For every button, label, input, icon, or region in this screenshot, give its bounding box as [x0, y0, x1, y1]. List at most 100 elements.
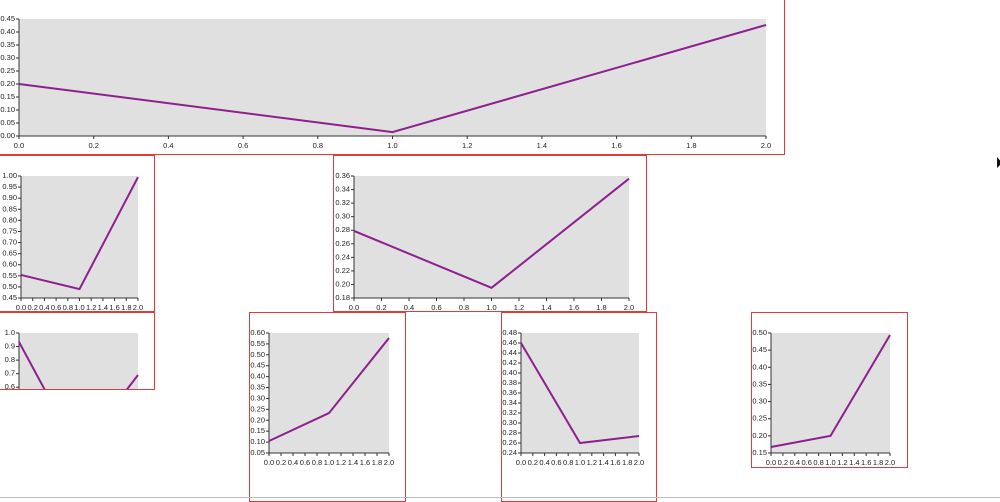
x-tick-label: 1.4 — [541, 303, 551, 312]
y-tick-label: 0.85 — [2, 204, 17, 213]
y-tick-label: 0.75 — [2, 226, 17, 235]
y-tick-label: 0.35 — [0, 40, 15, 49]
y-tick-label: 0.20 — [335, 279, 350, 288]
x-tick-label: 0.2 — [778, 458, 788, 467]
y-tick-label: 0.26 — [502, 438, 517, 447]
x-tick-label: 1.0 — [74, 303, 84, 312]
x-tick-label: 0.6 — [238, 141, 248, 150]
x-tick-label: 1.6 — [611, 141, 621, 150]
y-tick-label: 0.25 — [0, 66, 15, 75]
y-tick-label: 0.35 — [250, 383, 265, 392]
x-tick-label: 0.2 — [27, 303, 37, 312]
y-tick-label: 0.55 — [2, 271, 17, 280]
y-tick-label: 0.46 — [502, 338, 517, 347]
plot-background — [19, 333, 138, 389]
x-tick-label: 1.2 — [514, 303, 524, 312]
x-tick-label: 1.6 — [109, 303, 119, 312]
x-tick-label: 0.0 — [349, 303, 359, 312]
y-tick-label: 0.15 — [0, 92, 15, 101]
y-tick-label: 0.32 — [335, 198, 350, 207]
x-tick-label: 0.8 — [313, 141, 323, 150]
x-tick-label: 0.6 — [300, 458, 310, 467]
x-tick-label: 1.2 — [462, 141, 472, 150]
x-tick-label: 0.8 — [563, 458, 573, 467]
y-tick-label: 0.34 — [502, 398, 517, 407]
cursor — [997, 157, 1000, 168]
y-tick-label: 0.7 — [5, 369, 15, 378]
x-tick-label: 0.0 — [14, 141, 24, 150]
x-tick-label: 1.6 — [360, 458, 370, 467]
y-tick-label: 0.24 — [335, 252, 350, 261]
chart-panel: 0.18 0.20 0.22 0.24 0.26 0.28 0.30 0.32 0.34 0.36… — [333, 155, 647, 312]
y-tick-label: 0.05 — [250, 448, 265, 457]
y-tick-label: 0.45 — [752, 345, 767, 354]
y-tick-label: 0.25 — [250, 404, 265, 413]
x-tick-label: 0.4 — [163, 141, 173, 150]
x-tick-label: 1.2 — [587, 458, 597, 467]
y-tick-label: 1.0 — [5, 328, 15, 337]
y-tick-label: 0.40 — [752, 362, 767, 371]
x-tick-label: 0.6 — [551, 458, 561, 467]
chart-panel: 0.00 0.05 0.10 0.15 0.20 0.25 0.30 0.35 0.40 0.45… — [0, 0, 785, 155]
plot-background — [21, 176, 138, 298]
x-tick-label: 1.8 — [372, 458, 382, 467]
chart-panel: 0.05 0.10 0.15 0.20 0.25 0.300.35 0.40 0.45 0.50… — [249, 312, 406, 502]
x-tick-label: 2.0 — [634, 458, 644, 467]
plot-background — [521, 333, 639, 453]
y-tick-label: 0.22 — [335, 266, 350, 275]
y-tick-label: 0.20 — [752, 431, 767, 440]
y-tick-label: 0.35 — [752, 379, 767, 388]
y-tick-label: 0.50 — [250, 350, 265, 359]
y-tick-label: 0.10 — [250, 437, 265, 446]
x-tick-label: 1.0 — [825, 458, 835, 467]
y-tick-label: 0.40 — [250, 372, 265, 381]
x-tick-label: 0.2 — [276, 458, 286, 467]
chart-panel: 0.240.260.280.300.320.340.360.380.400.42… — [501, 312, 657, 502]
x-tick-label: 1.4 — [348, 458, 358, 467]
x-tick-label: 1.2 — [86, 303, 96, 312]
y-tick-label: 0.65 — [2, 249, 17, 258]
x-tick-label: 0.6 — [51, 303, 61, 312]
x-tick-label: 1.2 — [837, 458, 847, 467]
y-tick-label: 0.34 — [335, 185, 350, 194]
plot-background — [19, 19, 766, 136]
plot-background — [771, 333, 890, 453]
x-tick-label: 0.8 — [312, 458, 322, 467]
y-tick-label: 0.00 — [0, 131, 15, 140]
x-tick-label: 0.4 — [288, 458, 298, 467]
y-tick-label: 0.30 — [502, 418, 517, 427]
y-tick-label: 0.42 — [502, 358, 517, 367]
x-tick-label: 1.8 — [121, 303, 131, 312]
x-tick-label: 0.8 — [459, 303, 469, 312]
y-tick-label: 0.44 — [502, 348, 517, 357]
y-tick-label: 0.48 — [502, 328, 517, 337]
chart-panel: 0.45 0.50 0.55 0.60 0.65 0.70 0.75 0.80 0.85 0.90… — [0, 155, 155, 312]
y-tick-label: 0.50 — [752, 328, 767, 337]
plot-background — [354, 176, 629, 298]
data-line — [268, 337, 390, 442]
y-tick-label: 0.40 — [0, 27, 15, 36]
data-line — [770, 334, 891, 448]
x-tick-label: 1.8 — [686, 141, 696, 150]
x-tick-label: 1.6 — [861, 458, 871, 467]
y-tick-label: 0.6 — [5, 382, 15, 390]
y-tick-label: 0.95 — [2, 182, 17, 191]
y-tick-label: 0.9 — [5, 342, 15, 351]
x-tick-label: 1.6 — [569, 303, 579, 312]
data-line — [520, 342, 640, 445]
data-line — [18, 24, 767, 134]
chart-panel: 0.150.200.250.300.350.400.450.500.0 0.2 0.… — [751, 312, 908, 468]
x-tick-label: 1.8 — [622, 458, 632, 467]
y-tick-label: 0.05 — [0, 118, 15, 127]
x-tick-label: 0.8 — [813, 458, 823, 467]
y-tick-label: 0.32 — [502, 408, 517, 417]
data-line — [18, 341, 139, 389]
x-tick-label: 1.4 — [598, 458, 608, 467]
x-tick-label: 2.0 — [885, 458, 895, 467]
y-tick-label: 0.28 — [335, 225, 350, 234]
x-tick-label: 0.6 — [431, 303, 441, 312]
y-tick-label: 0.28 — [502, 428, 517, 437]
y-tick-label: 0.30 — [250, 393, 265, 402]
y-tick-label: 0.15 — [250, 426, 265, 435]
